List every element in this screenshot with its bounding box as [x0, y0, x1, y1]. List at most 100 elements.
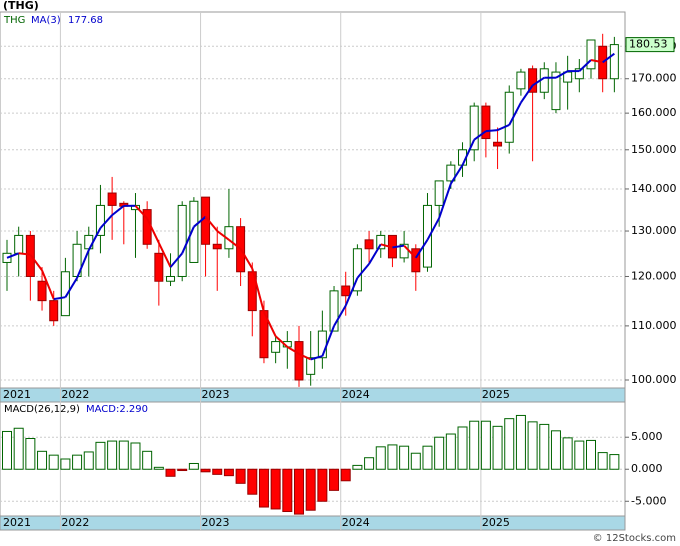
y-tick-label: 170.000: [631, 72, 677, 85]
macd-bar: [375, 446, 386, 470]
ma-line: [298, 353, 312, 361]
macd-bar: [130, 442, 141, 470]
macd-bar: [480, 420, 491, 470]
x-tick-label: 2024: [342, 516, 370, 529]
ma-line: [449, 164, 464, 185]
x-tick-label: 2022: [61, 516, 89, 529]
candle-body: [411, 248, 421, 273]
macd-bar: [270, 468, 281, 510]
candle-body: [14, 234, 24, 254]
ma-line: [146, 218, 160, 244]
macd-bar: [515, 414, 526, 470]
candle-body: [493, 141, 503, 147]
ma-line: [602, 52, 615, 64]
macd-bar: [107, 440, 118, 470]
candle-body: [271, 341, 281, 353]
x-tick-label: 2022: [61, 388, 89, 401]
candle-body: [154, 252, 164, 282]
candle-body: [341, 285, 351, 297]
ma-line: [310, 355, 323, 361]
y-tick-label: 100.000: [631, 373, 677, 386]
ma-line: [169, 252, 183, 268]
ma-line: [426, 217, 441, 241]
macd-bar: [387, 444, 398, 470]
ma-line: [380, 243, 393, 249]
x-tick-label: 2025: [482, 516, 510, 529]
last-price: 180.53: [629, 38, 668, 51]
macd-bar: [95, 441, 106, 470]
candle-body: [189, 200, 199, 263]
candle-body: [166, 275, 176, 282]
macd-bar: [48, 454, 59, 470]
candle-body: [2, 252, 12, 263]
y-tick-label: 160.000: [631, 106, 677, 119]
ma-line: [76, 249, 90, 279]
candle-body: [95, 204, 105, 236]
x-tick-label: 2023: [202, 388, 230, 401]
y-tick-label: 5.000: [631, 430, 663, 443]
candle-body: [37, 280, 47, 302]
x-tick-label: 2021: [3, 516, 31, 529]
macd-bar: [574, 440, 585, 470]
macd-bar: [258, 468, 269, 508]
macd-bar: [340, 468, 351, 482]
candle-body: [434, 180, 444, 206]
candle-body: [329, 290, 339, 332]
macd-bar: [118, 440, 129, 470]
candle-body: [516, 71, 526, 90]
y-tick-label: -5.000: [631, 494, 666, 507]
macd-bar: [550, 430, 561, 470]
candle-body: [107, 192, 117, 206]
macd-bar: [188, 462, 199, 470]
ma-line: [333, 305, 347, 327]
macd-bar: [422, 445, 433, 470]
candle-body: [469, 105, 479, 151]
macd-bar: [586, 439, 596, 470]
macd-bar: [2, 430, 12, 470]
legend-ma-value: 177.68: [68, 15, 103, 26]
macd-bar: [60, 458, 71, 470]
y-tick-label: 130.000: [631, 224, 677, 237]
x-tick-label: 2024: [342, 388, 370, 401]
ma-line: [368, 243, 382, 265]
macd-bar: [410, 452, 421, 470]
ma-line: [508, 102, 522, 126]
macd-bar: [364, 457, 375, 470]
legend-series: THG: [3, 15, 25, 26]
candle-body: [609, 44, 619, 80]
ma-line: [403, 244, 417, 259]
macd-bar: [329, 468, 340, 491]
candle-body: [574, 68, 584, 80]
macd-bar: [504, 418, 515, 470]
macd-bar: [235, 468, 246, 484]
ma-line: [473, 130, 487, 141]
y-tick-label: 110.000: [631, 319, 677, 332]
macd-bar: [317, 468, 328, 502]
candle-body: [376, 234, 386, 250]
x-tick-label: 2025: [482, 388, 510, 401]
candle-body: [364, 239, 374, 250]
ma-line: [286, 346, 300, 355]
y-tick-label: 150.000: [631, 143, 677, 156]
ma-line: [87, 227, 102, 251]
macd-bar: [247, 468, 258, 495]
macd-bar: [597, 452, 608, 470]
macd-bar: [25, 438, 36, 470]
candle-body: [306, 357, 316, 375]
macd-bar: [177, 468, 188, 472]
ma-line: [111, 205, 125, 216]
ma-line: [274, 335, 288, 348]
macd-bar: [142, 450, 153, 470]
ma-line: [134, 205, 148, 220]
ma-line: [263, 311, 277, 337]
watermark: © 12Stocks.com: [593, 533, 676, 544]
y-tick-label: 120.000: [631, 269, 677, 282]
x-tick-label: 2021: [3, 388, 31, 401]
candle-body: [504, 91, 514, 143]
candle-body: [422, 204, 432, 268]
macd-bar: [212, 468, 223, 475]
macd-legend: MACD(26,12,9): [4, 404, 80, 415]
candle-body: [177, 204, 187, 277]
macd-bar: [294, 468, 304, 515]
macd-bar: [72, 454, 83, 470]
